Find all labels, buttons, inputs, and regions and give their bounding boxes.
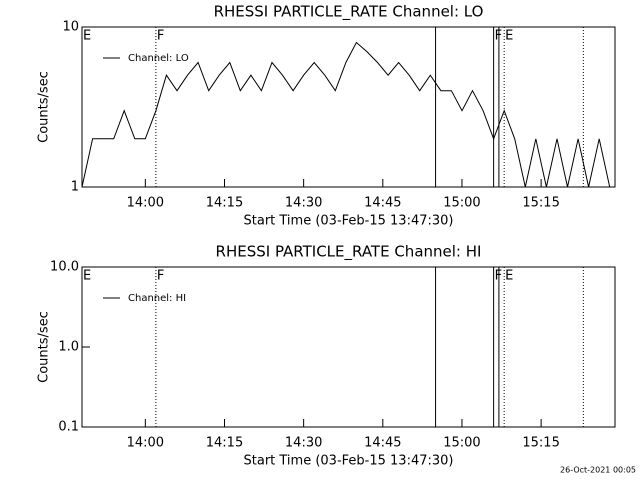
chart-title: RHESSI PARTICLE_RATE Channel: HI [216,243,482,262]
event-label: F [157,29,164,44]
x-tick-label: 15:00 [443,436,480,451]
event-label: F [157,269,164,284]
x-axis-label: Start Time (03-Feb-15 13:47:30) [244,214,454,229]
y-tick-label: 1 [71,180,79,195]
event-label: E [83,29,91,44]
x-axis-label: Start Time (03-Feb-15 13:47:30) [244,454,454,469]
x-tick-label: 14:00 [127,196,164,211]
plot-frame [81,26,616,188]
event-label: F [495,269,502,284]
x-tick-label: 15:15 [522,196,559,211]
x-tick-label: 14:30 [285,436,322,451]
event-label: E [505,269,513,284]
x-tick-label: 15:00 [443,196,480,211]
x-tick-label: 15:15 [522,436,559,451]
legend-label: Channel: LO [128,53,189,64]
event-label: E [505,29,513,44]
y-axis-label: Counts/sec [37,311,52,383]
x-tick-label: 14:45 [364,436,401,451]
y-tick-label: 10 [62,20,79,35]
x-tick-label: 14:30 [285,196,322,211]
data-line [81,41,611,188]
legend-label: Channel: HI [128,293,186,304]
x-tick-label: 14:45 [364,196,401,211]
x-tick-label: 14:00 [127,436,164,451]
y-tick-label: 1.0 [58,340,79,355]
x-tick-label: 14:15 [206,196,243,211]
event-label: E [83,269,91,284]
y-tick-label: 10.0 [50,260,79,275]
y-axis-label: Counts/sec [37,71,52,143]
chart-title: RHESSI PARTICLE_RATE Channel: LO [214,3,484,22]
x-tick-label: 14:15 [206,436,243,451]
event-label: F [495,29,502,44]
y-tick-label: 0.1 [58,420,79,435]
footer: 26-Oct-2021 00:05 [560,466,636,475]
